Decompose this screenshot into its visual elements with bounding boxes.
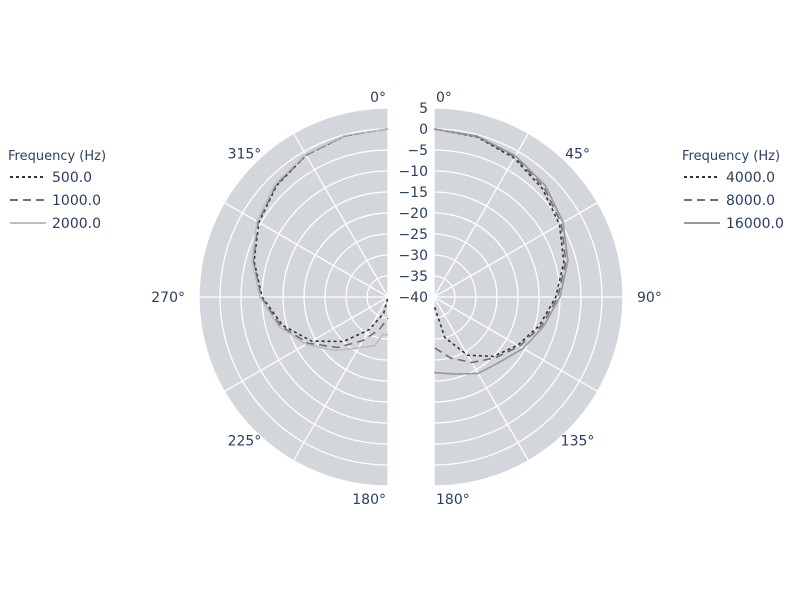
right-grid-spoke — [433, 296, 599, 393]
right-angle-label: 135° — [561, 434, 595, 450]
right-series-2-line — [433, 128, 569, 375]
radial-tick-label: 5 — [419, 101, 428, 117]
right-grid-spoke — [433, 201, 599, 298]
right-legend: Frequency (Hz) 4000.0 8000.0 16000.0 — [682, 149, 784, 232]
right-grid-spoke — [433, 132, 530, 298]
right-angle-label: 0° — [436, 90, 452, 106]
radial-tick-label: −20 — [398, 206, 428, 222]
left-angle-label: 180° — [352, 492, 386, 508]
right-angle-label: 45° — [565, 146, 590, 162]
left-angle-label: 0° — [370, 90, 386, 106]
right-legend-label-1: 8000.0 — [726, 193, 775, 209]
right-series-1-line — [433, 128, 567, 364]
left-angle-label: 225° — [228, 434, 262, 450]
left-legend-label-0: 500.0 — [52, 170, 92, 186]
radial-tick-label: −15 — [398, 185, 428, 201]
radial-tick-label: 0 — [419, 122, 428, 138]
left-polar-panel: 0° 315° 270° 225° 180° — [151, 90, 389, 508]
left-series-1-line — [252, 128, 389, 349]
radial-tick-label: −25 — [398, 227, 428, 243]
left-angle-label: 270° — [151, 290, 185, 306]
radial-tick-label: −35 — [398, 269, 428, 285]
radial-tick-label: −5 — [407, 143, 428, 159]
left-series-2-line — [251, 128, 389, 352]
radial-tick-label: −30 — [398, 248, 428, 264]
right-legend-label-2: 16000.0 — [726, 216, 784, 232]
right-series-0-line — [433, 128, 565, 358]
left-grid-spoke — [223, 201, 389, 298]
left-legend-label-2: 2000.0 — [52, 216, 101, 232]
right-legend-label-0: 4000.0 — [726, 170, 775, 186]
left-legend-title: Frequency (Hz) — [8, 149, 106, 164]
right-polar-panel: 0° 45° 90° 135° 180° — [433, 90, 662, 508]
radial-tick-label: −40 — [398, 290, 428, 306]
right-angle-label: 90° — [637, 290, 662, 306]
left-legend: Frequency (Hz) 500.0 1000.0 2000.0 — [8, 149, 106, 232]
left-grid-spoke — [292, 296, 389, 462]
left-legend-label-1: 1000.0 — [52, 193, 101, 209]
right-grid-spoke — [433, 296, 530, 462]
radial-axis-ticks: 5 0 −5 −10 −15 −20 −25 −30 −35 −40 — [398, 101, 428, 306]
right-legend-title: Frequency (Hz) — [682, 149, 780, 164]
left-grid-spoke — [292, 132, 389, 298]
left-angle-label: 315° — [228, 146, 262, 162]
radial-tick-label: −10 — [398, 164, 428, 180]
right-angle-label: 180° — [436, 492, 470, 508]
